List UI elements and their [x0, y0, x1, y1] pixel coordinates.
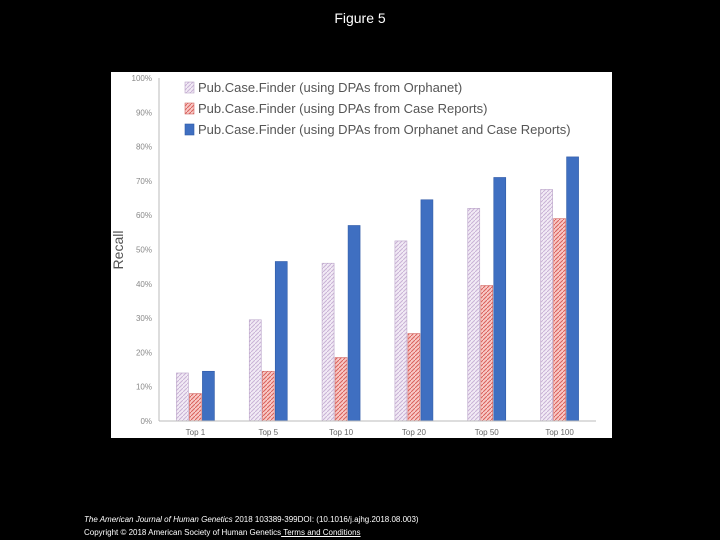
bar-series-2	[334, 357, 348, 422]
y-tick-label: 0%	[140, 417, 152, 426]
journal-name: The American Journal of Human Genetics	[84, 515, 233, 524]
y-axis-label: Recall	[111, 231, 126, 270]
bar-series-2	[261, 370, 275, 422]
y-tick-label: 70%	[136, 177, 152, 186]
bar-series-3	[274, 261, 288, 422]
bar-series-3	[566, 156, 579, 422]
citation-line: The American Journal of Human Genetics 2…	[84, 513, 419, 526]
copyright: Copyright © 2018 American Society of Hum…	[84, 528, 282, 537]
terms-link[interactable]: Terms and Conditions	[281, 528, 361, 537]
y-tick-label: 100%	[132, 74, 152, 83]
legend-label-2: Pub.Case.Finder (using DPAs from Case Re…	[198, 101, 487, 116]
slide-title: Figure 5	[334, 10, 386, 26]
legend-swatch-2	[184, 102, 195, 115]
x-tick-label: Top 5	[258, 428, 278, 437]
y-tick-label: 80%	[136, 143, 152, 152]
y-axis: 0% 10% 20% 30% 40% 50% 60% 70% 80% 90% 100%	[132, 74, 160, 426]
y-tick-label: 90%	[136, 108, 152, 117]
copyright-line: Copyright © 2018 American Society of Hum…	[84, 526, 419, 539]
legend-label-1: Pub.Case.Finder (using DPAs from Orphane…	[198, 80, 462, 95]
y-tick-label: 60%	[136, 211, 152, 220]
x-tick-label: Top 100	[545, 428, 574, 437]
footer: The American Journal of Human Genetics 2…	[84, 513, 419, 539]
bar-series-1	[467, 208, 481, 422]
citation: 2018 103389-399DOI: (10.1016/j.ajhg.2018…	[232, 515, 419, 524]
bar-series-3	[420, 199, 434, 422]
bar-series-1	[394, 240, 408, 422]
x-tick-label: Top 50	[475, 428, 500, 437]
bar-series-2	[189, 393, 202, 422]
y-tick-label: 20%	[136, 348, 152, 357]
bar-series-1	[540, 189, 553, 422]
bar-series-3	[202, 370, 215, 422]
bar-series-2	[480, 285, 494, 422]
x-tick-label: Top 20	[402, 428, 427, 437]
bar-series-2	[407, 333, 421, 422]
legend-swatch-1	[184, 81, 195, 94]
bar-series-3	[493, 177, 507, 422]
bar-series-2	[553, 218, 566, 422]
bar-series-1	[176, 372, 189, 422]
y-tick-label: 50%	[136, 246, 152, 255]
bar-chart: Pub.Case.Finder (using DPAs from Orphane…	[111, 74, 596, 437]
bars	[176, 156, 579, 422]
x-tick-label: Top 10	[329, 428, 354, 437]
bar-series-3	[347, 225, 361, 422]
bar-series-1	[248, 319, 262, 422]
y-tick-label: 40%	[136, 280, 152, 289]
legend-label-3: Pub.Case.Finder (using DPAs from Orphane…	[198, 122, 571, 137]
y-tick-label: 30%	[136, 314, 152, 323]
chart-figure: Pub.Case.Finder (using DPAs from Orphane…	[111, 72, 612, 438]
legend-swatch-3	[184, 123, 195, 136]
x-axis: Top 1 Top 5 Top 10 Top 20 Top 50 Top 100	[159, 420, 596, 437]
y-tick-label: 10%	[136, 383, 152, 392]
legend: Pub.Case.Finder (using DPAs from Orphane…	[184, 80, 571, 137]
bar-series-1	[321, 262, 335, 422]
x-tick-label: Top 1	[186, 428, 206, 437]
